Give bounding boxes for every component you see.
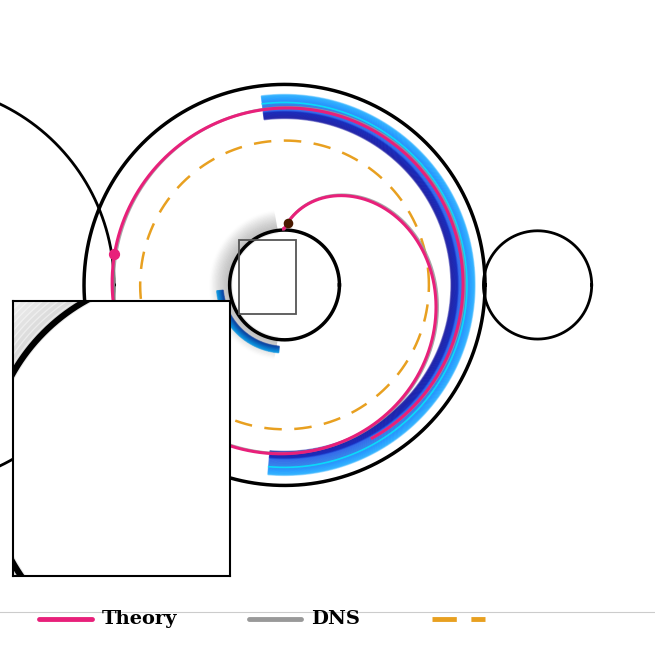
Polygon shape	[261, 97, 472, 473]
Polygon shape	[0, 487, 160, 655]
Polygon shape	[263, 109, 460, 460]
Polygon shape	[263, 111, 458, 458]
Polygon shape	[105, 0, 655, 655]
Polygon shape	[264, 115, 455, 455]
Polygon shape	[101, 0, 655, 655]
Polygon shape	[0, 488, 160, 655]
Polygon shape	[264, 118, 452, 452]
Polygon shape	[262, 100, 470, 470]
Polygon shape	[102, 0, 655, 655]
Polygon shape	[0, 488, 159, 655]
Polygon shape	[263, 105, 464, 464]
Polygon shape	[108, 0, 655, 655]
Polygon shape	[100, 0, 655, 655]
Polygon shape	[220, 291, 279, 349]
Polygon shape	[100, 0, 655, 655]
Polygon shape	[263, 112, 458, 458]
Polygon shape	[219, 291, 279, 351]
Polygon shape	[263, 107, 462, 462]
Polygon shape	[105, 0, 655, 655]
Polygon shape	[261, 95, 474, 475]
Polygon shape	[264, 113, 456, 457]
Polygon shape	[0, 488, 160, 655]
Point	[282, 217, 293, 228]
Polygon shape	[262, 101, 468, 469]
Polygon shape	[103, 0, 655, 655]
Text: Theory: Theory	[102, 610, 177, 628]
Polygon shape	[263, 109, 461, 461]
Polygon shape	[217, 291, 279, 352]
Polygon shape	[263, 107, 462, 463]
Polygon shape	[217, 291, 278, 353]
Polygon shape	[264, 117, 453, 453]
Polygon shape	[0, 487, 160, 655]
Polygon shape	[103, 0, 655, 655]
Polygon shape	[264, 115, 455, 455]
Polygon shape	[0, 488, 160, 655]
Polygon shape	[222, 290, 279, 347]
Polygon shape	[106, 0, 655, 655]
Polygon shape	[101, 0, 655, 655]
Polygon shape	[219, 291, 279, 350]
Polygon shape	[264, 116, 453, 454]
Polygon shape	[263, 103, 467, 467]
Polygon shape	[105, 0, 655, 655]
Polygon shape	[219, 291, 279, 350]
Polygon shape	[100, 0, 655, 655]
Polygon shape	[263, 104, 465, 466]
Polygon shape	[0, 487, 160, 655]
Polygon shape	[261, 96, 474, 474]
Polygon shape	[104, 0, 655, 655]
Polygon shape	[107, 0, 655, 655]
Polygon shape	[103, 0, 655, 655]
Polygon shape	[108, 0, 655, 655]
Polygon shape	[107, 0, 655, 655]
Bar	[239, 240, 297, 314]
Polygon shape	[262, 102, 468, 468]
Text: DNS: DNS	[311, 610, 360, 628]
Polygon shape	[104, 0, 655, 655]
Polygon shape	[218, 291, 279, 352]
Polygon shape	[0, 489, 159, 655]
Polygon shape	[107, 0, 655, 655]
Polygon shape	[99, 0, 655, 655]
Polygon shape	[0, 487, 160, 655]
Polygon shape	[263, 106, 463, 464]
Polygon shape	[221, 290, 279, 348]
Polygon shape	[263, 103, 466, 466]
Point	[109, 249, 120, 259]
Polygon shape	[263, 113, 457, 457]
Polygon shape	[99, 0, 655, 655]
Polygon shape	[262, 98, 472, 472]
Polygon shape	[106, 0, 655, 655]
Polygon shape	[103, 0, 655, 655]
Polygon shape	[223, 290, 279, 346]
Polygon shape	[98, 0, 655, 655]
Polygon shape	[221, 290, 279, 348]
Polygon shape	[263, 110, 459, 460]
Polygon shape	[102, 0, 655, 655]
Polygon shape	[102, 0, 655, 655]
Polygon shape	[0, 487, 161, 655]
Polygon shape	[102, 0, 655, 655]
Polygon shape	[262, 99, 471, 471]
Polygon shape	[261, 94, 475, 476]
Polygon shape	[107, 0, 655, 655]
Polygon shape	[0, 489, 159, 655]
Polygon shape	[262, 100, 469, 470]
